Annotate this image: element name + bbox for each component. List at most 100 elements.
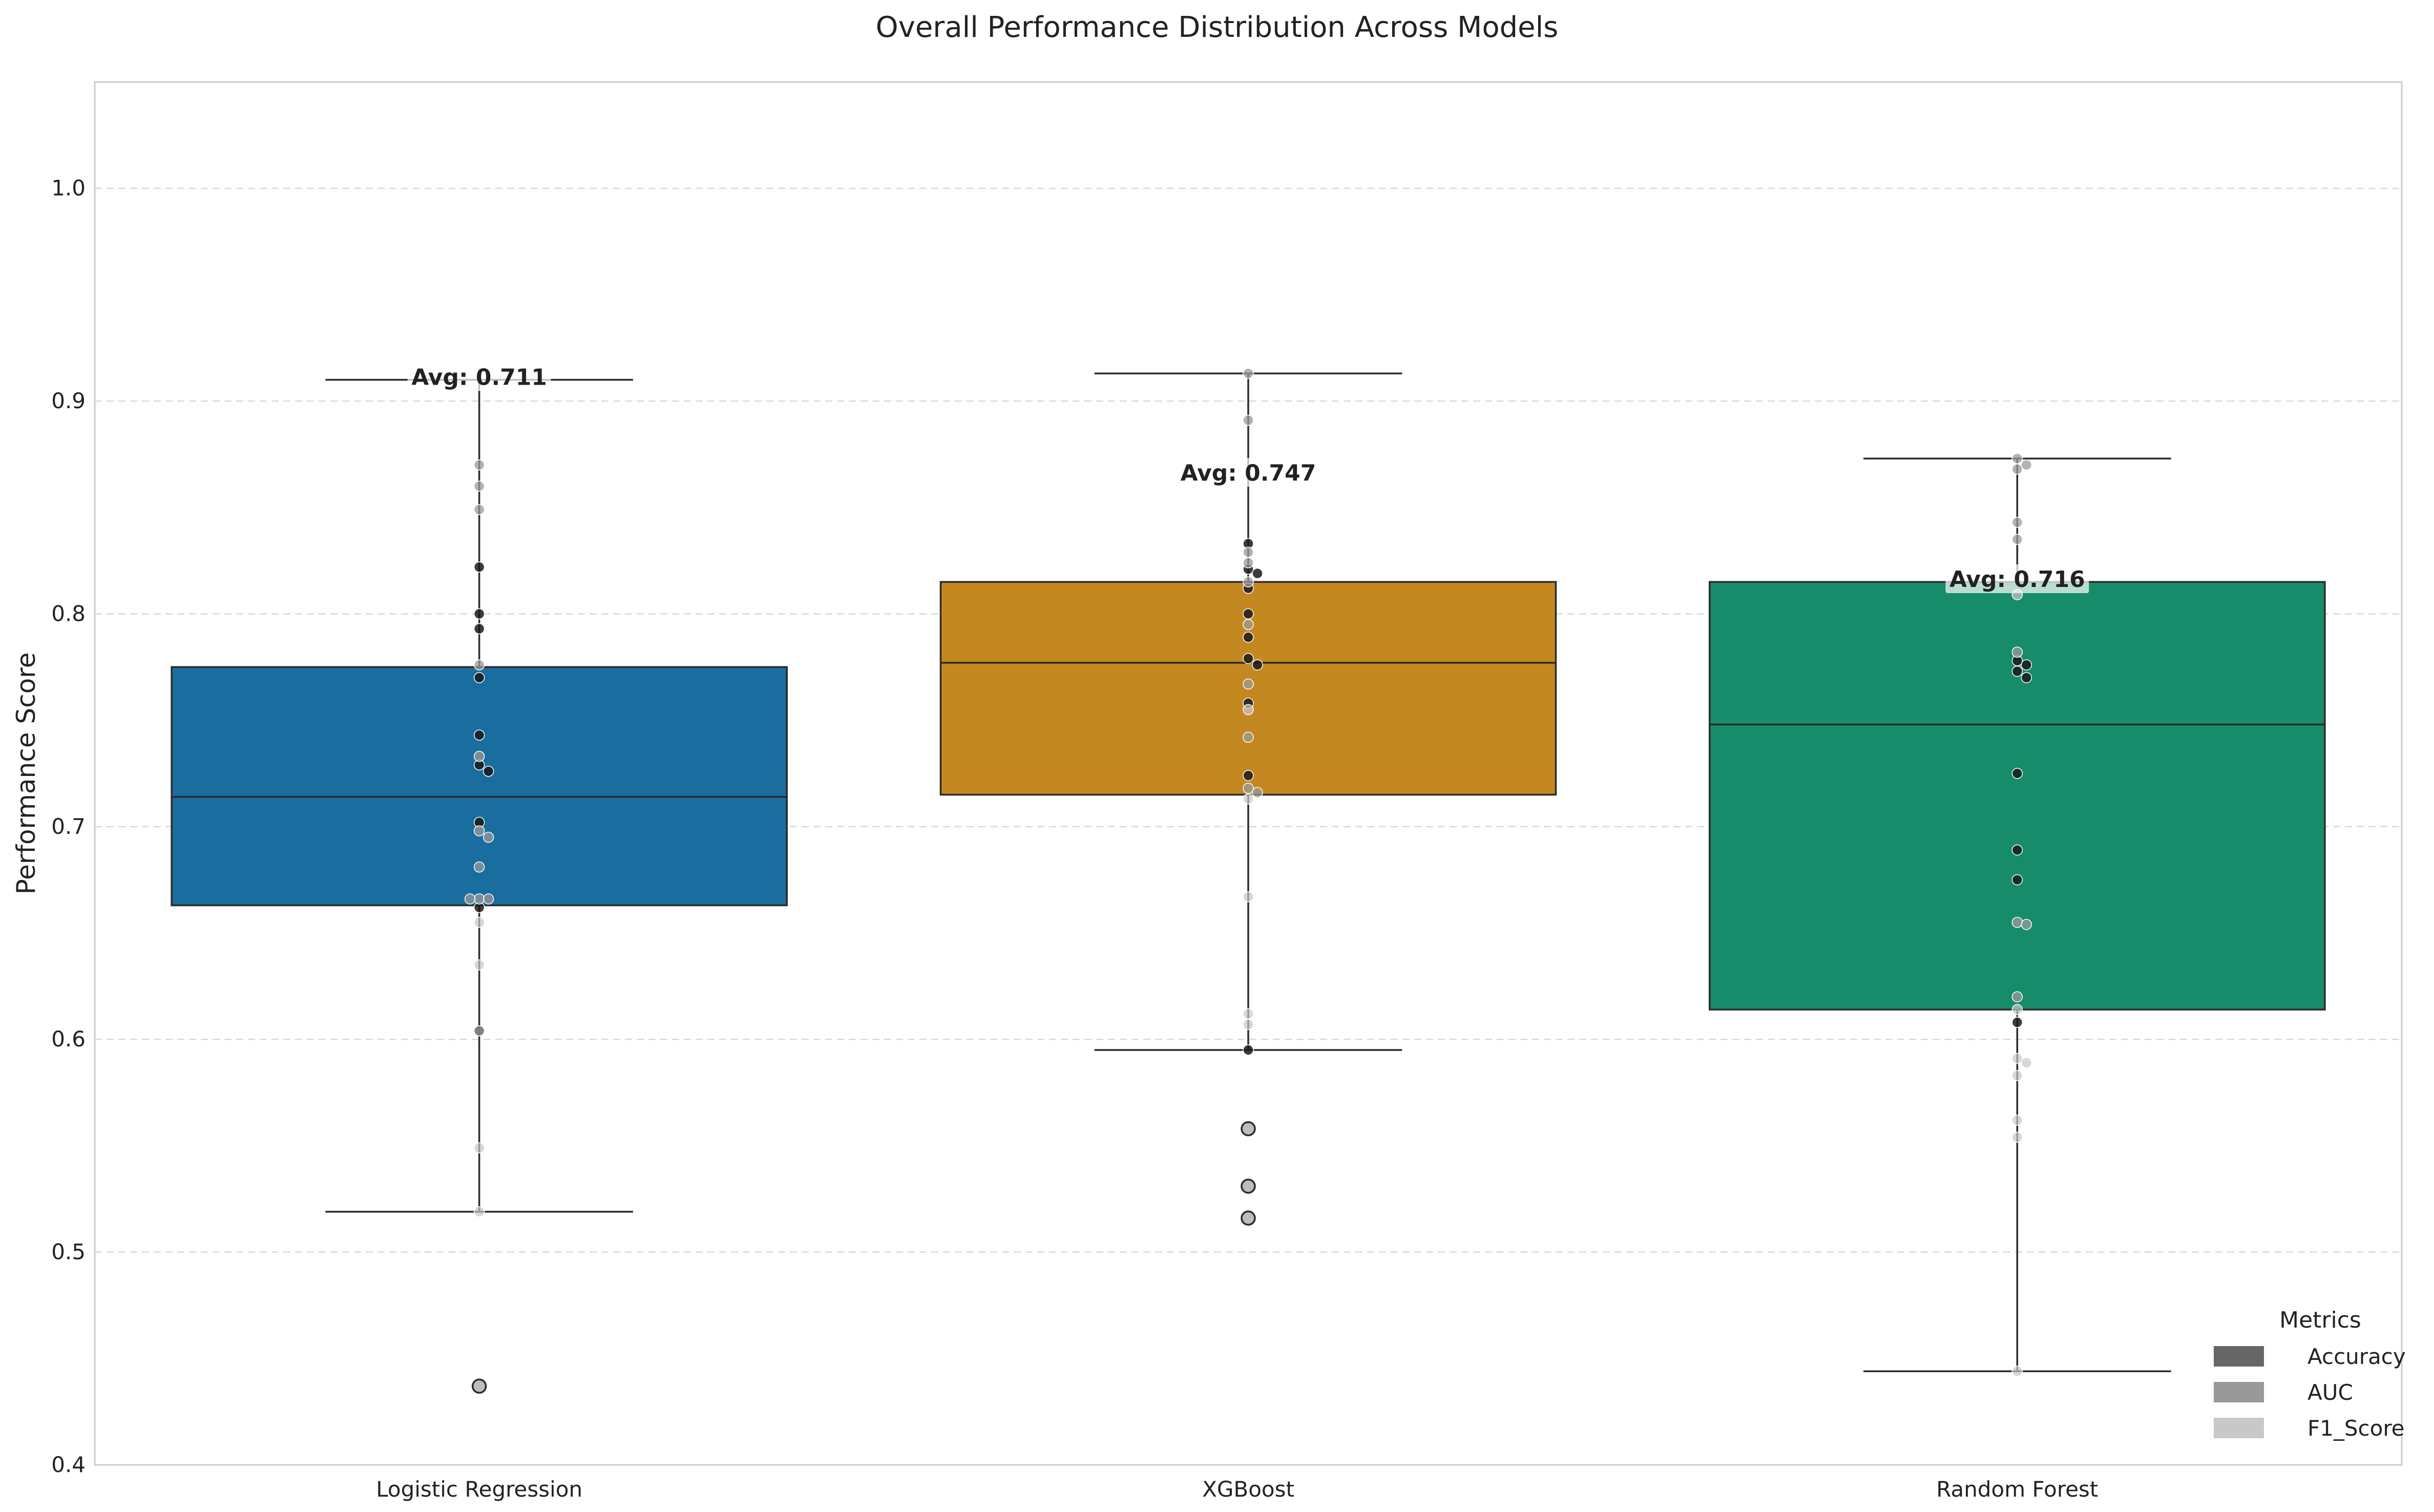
data-point xyxy=(473,459,485,471)
data-point xyxy=(473,608,485,620)
legend-label: F1_Score xyxy=(2307,1416,2405,1441)
avg-labels: Avg: 0.711 Avg: 0.747 Avg: 0.716 xyxy=(407,362,2089,593)
data-point xyxy=(473,504,485,515)
data-point xyxy=(2011,1070,2023,1081)
legend-label: AUC xyxy=(2307,1380,2353,1405)
avg-label-background xyxy=(1177,458,1320,487)
data-point xyxy=(2021,1057,2032,1068)
avg-label-group: Avg: 0.711 xyxy=(407,362,551,391)
y-tick-label: 0.5 xyxy=(51,1240,86,1265)
data-point xyxy=(2011,453,2023,464)
data-point xyxy=(473,561,485,573)
data-point xyxy=(1243,653,1254,664)
data-point xyxy=(1243,793,1254,805)
data-point xyxy=(1243,678,1254,690)
data-point xyxy=(473,480,485,492)
data-point xyxy=(1243,414,1254,426)
avg-label: Avg: 0.747 xyxy=(1181,460,1316,486)
data-point xyxy=(2011,665,2023,677)
data-point xyxy=(1243,783,1254,794)
chart-title: Overall Performance Distribution Across … xyxy=(876,11,1559,44)
outlier-point xyxy=(1241,1179,1256,1194)
x-tick-label: Random Forest xyxy=(1936,1477,2098,1502)
data-point xyxy=(1243,576,1254,587)
avg-label: Avg: 0.716 xyxy=(1949,566,2085,593)
data-point xyxy=(464,893,476,905)
axes: 0.4 0.5 0.6 0.7 0.8 0.9 1.0 Logistic Regression… xyxy=(51,176,2098,1502)
data-point xyxy=(473,1206,485,1217)
data-point xyxy=(2011,1366,2023,1377)
data-point xyxy=(473,917,485,928)
outlier-point xyxy=(1241,1121,1256,1137)
data-point xyxy=(1243,557,1254,569)
legend-swatch xyxy=(2214,1382,2264,1402)
data-point xyxy=(2011,844,2023,856)
y-tick-label: 0.9 xyxy=(51,388,86,413)
avg-label: Avg: 0.711 xyxy=(411,364,547,390)
data-point xyxy=(1243,1008,1254,1020)
data-point xyxy=(473,659,485,670)
avg-label-group: Avg: 0.747 xyxy=(1177,458,1320,487)
data-point xyxy=(1243,619,1254,630)
data-point xyxy=(473,623,485,635)
legend-label: Accuracy xyxy=(2307,1344,2406,1369)
data-point xyxy=(2011,1017,2023,1028)
data-point xyxy=(1252,568,1263,579)
data-point xyxy=(2011,1004,2023,1015)
data-point xyxy=(482,831,494,843)
data-point xyxy=(1243,368,1254,379)
data-point xyxy=(2011,1115,2023,1126)
avg-label-background xyxy=(407,362,551,391)
avg-label-background xyxy=(1945,564,2089,593)
data-point xyxy=(1243,891,1254,902)
data-point xyxy=(1243,704,1254,716)
legend-title: Metrics xyxy=(2279,1307,2361,1333)
data-point xyxy=(2011,464,2023,475)
legend-swatch xyxy=(2214,1418,2264,1438)
data-point xyxy=(2011,991,2023,1002)
avg-label-group: Avg: 0.716 xyxy=(1945,564,2089,593)
data-point xyxy=(2011,534,2023,545)
data-point xyxy=(1252,787,1263,799)
data-points xyxy=(464,368,2032,1377)
data-point xyxy=(2021,659,2032,670)
box xyxy=(1709,581,2326,1011)
y-tick-label: 0.4 xyxy=(51,1452,86,1477)
data-point xyxy=(473,672,485,683)
data-point xyxy=(473,862,485,873)
data-point xyxy=(1243,608,1254,620)
data-point xyxy=(1243,1044,1254,1056)
data-point xyxy=(2021,459,2032,471)
data-point xyxy=(1243,632,1254,643)
data-point xyxy=(2021,672,2032,683)
data-point xyxy=(1252,659,1263,670)
x-tick-label: XGBoost xyxy=(1202,1477,1294,1502)
outlier-point xyxy=(471,1378,487,1394)
y-axis-label: Performance Score xyxy=(11,653,41,895)
y-tick-label: 1.0 xyxy=(51,176,86,201)
data-point xyxy=(473,825,485,836)
plot-frame xyxy=(94,81,2403,1466)
data-point xyxy=(473,1142,485,1153)
data-point xyxy=(2011,646,2023,658)
data-point xyxy=(2011,768,2023,779)
data-point xyxy=(1243,770,1254,781)
y-tick-label: 0.7 xyxy=(51,814,86,839)
data-point xyxy=(2011,1053,2023,1064)
legend-swatch xyxy=(2214,1346,2264,1367)
data-point xyxy=(2011,917,2023,928)
data-point xyxy=(1243,547,1254,558)
data-point xyxy=(473,893,485,905)
box-plots xyxy=(171,372,2326,1394)
data-point xyxy=(473,729,485,741)
data-point xyxy=(2011,874,2023,886)
data-point xyxy=(2011,1131,2023,1143)
data-point xyxy=(482,766,494,777)
data-point xyxy=(473,959,485,971)
x-tick-label: Logistic Regression xyxy=(376,1477,582,1502)
data-point xyxy=(482,893,494,905)
box-group xyxy=(171,379,788,1394)
data-point xyxy=(473,751,485,762)
y-tick-label: 0.8 xyxy=(51,601,86,626)
